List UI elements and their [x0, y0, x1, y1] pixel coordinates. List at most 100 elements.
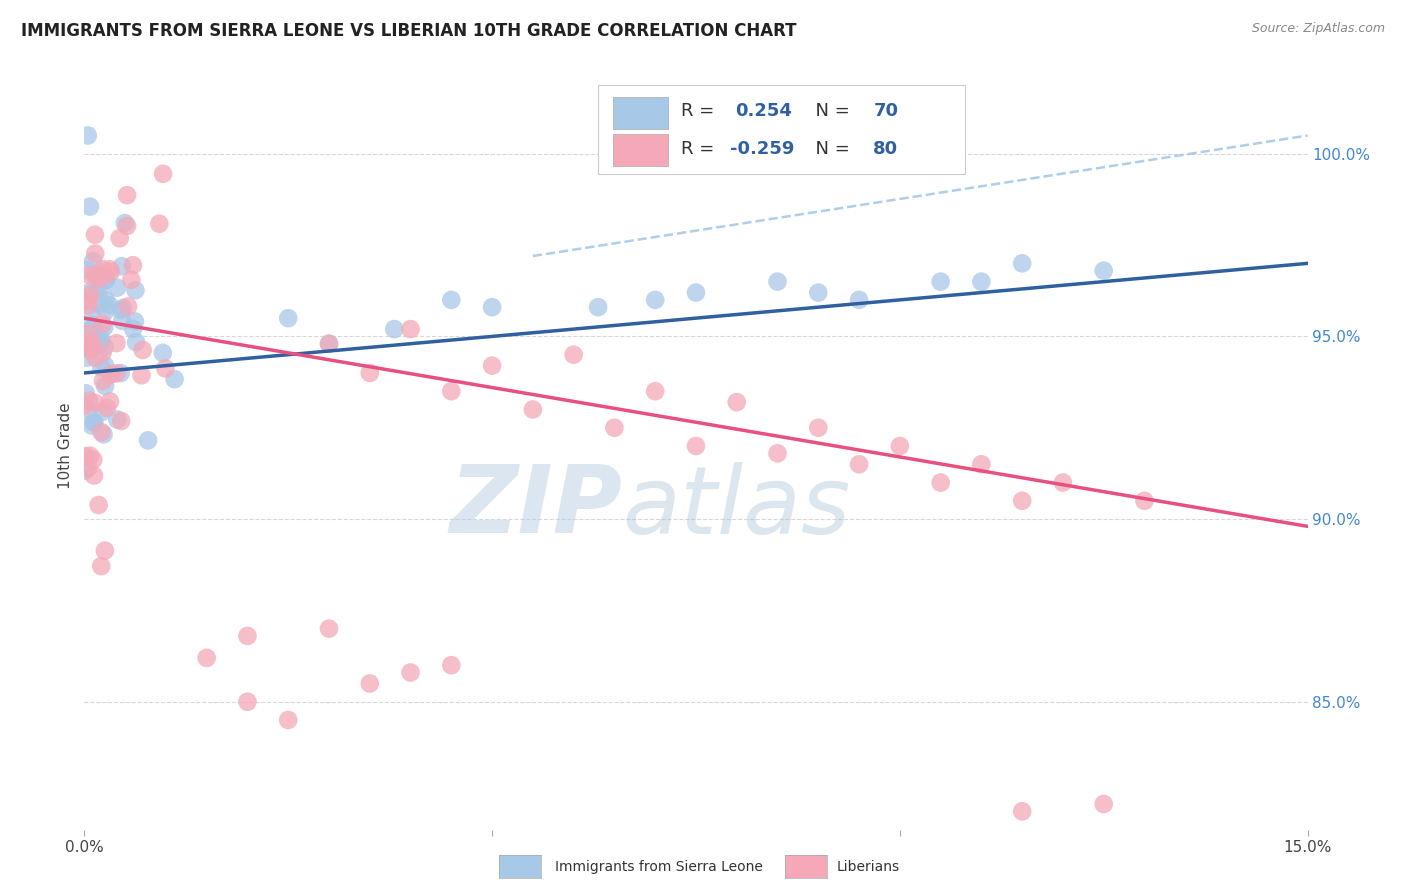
- Text: Liberians: Liberians: [837, 860, 900, 874]
- Point: [970, 275, 993, 289]
- Text: 80: 80: [873, 140, 898, 158]
- Point: [90, 559, 112, 574]
- Text: Immigrants from Sierra Leone: Immigrants from Sierra Leone: [555, 860, 763, 874]
- Point: [111, 259, 134, 273]
- Point: [522, 402, 544, 417]
- Point: [318, 336, 340, 351]
- Point: [76, 263, 98, 277]
- Point: [87, 498, 110, 512]
- Point: [87, 271, 110, 285]
- Point: [1011, 256, 1033, 270]
- Point: [122, 258, 145, 272]
- Point: [91, 374, 114, 388]
- Point: [83, 468, 105, 483]
- Point: [236, 629, 259, 643]
- Text: 70: 70: [873, 102, 898, 120]
- Point: [195, 651, 218, 665]
- Y-axis label: 10th Grade: 10th Grade: [58, 402, 73, 490]
- Point: [440, 658, 463, 673]
- Point: [89, 298, 111, 312]
- Point: [603, 421, 626, 435]
- Point: [94, 303, 117, 318]
- Text: R =: R =: [682, 102, 720, 120]
- Point: [100, 368, 122, 382]
- Point: [75, 386, 97, 401]
- Point: [73, 399, 96, 413]
- Point: [124, 283, 146, 297]
- Point: [84, 283, 107, 297]
- Point: [79, 343, 101, 357]
- Point: [1011, 805, 1033, 819]
- Point: [152, 346, 174, 360]
- Point: [90, 360, 112, 375]
- Point: [82, 452, 104, 467]
- Point: [562, 348, 585, 362]
- Point: [84, 267, 107, 281]
- Point: [155, 361, 177, 376]
- Point: [76, 338, 98, 352]
- Point: [90, 334, 112, 349]
- Point: [79, 200, 101, 214]
- Point: [644, 384, 666, 399]
- Point: [91, 346, 114, 360]
- Point: [124, 314, 146, 328]
- Point: [75, 449, 97, 463]
- Point: [399, 665, 422, 680]
- Point: [318, 622, 340, 636]
- Point: [80, 339, 103, 353]
- Point: [105, 412, 128, 426]
- Point: [766, 275, 789, 289]
- Point: [152, 167, 174, 181]
- Point: [122, 322, 145, 336]
- Point: [80, 334, 103, 349]
- Point: [76, 403, 98, 417]
- Point: [807, 285, 830, 300]
- Point: [481, 300, 503, 314]
- Point: [84, 227, 107, 242]
- Point: [98, 262, 121, 277]
- Point: [94, 379, 117, 393]
- Point: [440, 384, 463, 399]
- Point: [100, 265, 122, 279]
- Point: [725, 395, 748, 409]
- Point: [84, 351, 107, 365]
- Point: [111, 301, 134, 315]
- Point: [94, 293, 117, 308]
- Point: [110, 414, 132, 428]
- Point: [79, 268, 101, 282]
- Point: [236, 695, 259, 709]
- Point: [94, 359, 117, 373]
- Point: [586, 300, 609, 314]
- Point: [94, 543, 117, 558]
- Point: [105, 367, 128, 381]
- Point: [93, 427, 115, 442]
- Text: Source: ZipAtlas.com: Source: ZipAtlas.com: [1251, 22, 1385, 36]
- Point: [91, 317, 114, 331]
- Point: [318, 336, 340, 351]
- Point: [80, 306, 103, 320]
- Point: [117, 300, 139, 314]
- Point: [1133, 493, 1156, 508]
- Point: [76, 351, 98, 365]
- Point: [89, 330, 111, 344]
- Text: IMMIGRANTS FROM SIERRA LEONE VS LIBERIAN 10TH GRADE CORRELATION CHART: IMMIGRANTS FROM SIERRA LEONE VS LIBERIAN…: [21, 22, 797, 40]
- Point: [163, 372, 186, 386]
- Point: [89, 284, 111, 298]
- Point: [108, 231, 131, 245]
- Point: [110, 366, 132, 380]
- Point: [93, 320, 115, 334]
- Point: [83, 415, 105, 429]
- FancyBboxPatch shape: [613, 97, 668, 129]
- Point: [80, 322, 103, 336]
- FancyBboxPatch shape: [613, 134, 668, 166]
- Point: [277, 311, 299, 326]
- Point: [76, 293, 98, 308]
- Text: R =: R =: [682, 140, 720, 158]
- Point: [83, 416, 105, 430]
- Point: [136, 434, 159, 448]
- Point: [94, 273, 117, 287]
- Text: 0.254: 0.254: [735, 102, 792, 120]
- Point: [77, 460, 100, 475]
- Point: [83, 268, 105, 283]
- Point: [1092, 263, 1115, 277]
